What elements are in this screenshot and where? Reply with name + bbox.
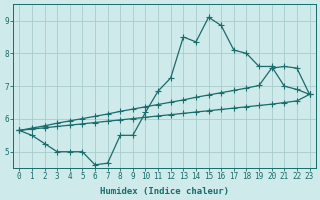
- X-axis label: Humidex (Indice chaleur): Humidex (Indice chaleur): [100, 187, 229, 196]
